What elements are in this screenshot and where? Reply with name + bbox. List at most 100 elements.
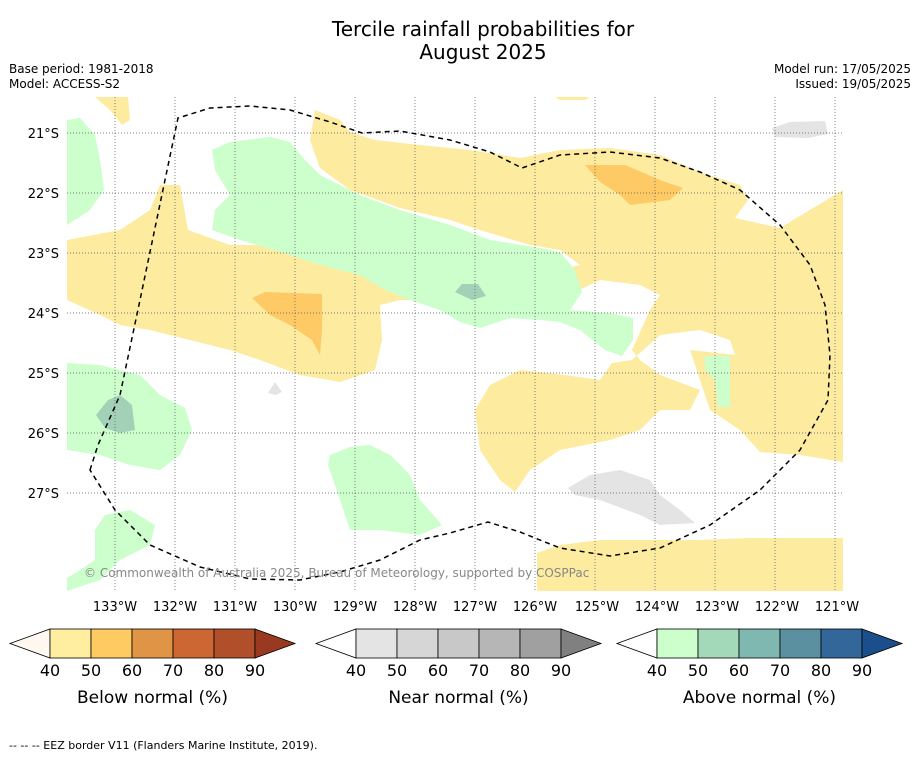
colorbar-tick-label: 60 [122, 661, 142, 680]
lat-label: 27°S [28, 487, 59, 502]
below-normal-50-regions [252, 165, 683, 355]
colorbar-tick-label: 70 [770, 661, 790, 680]
colorbar-tick-label: 40 [40, 661, 60, 680]
colorbar-tick-label: 40 [346, 661, 366, 680]
colorbar-segment [49, 628, 92, 659]
colorbar-segment [213, 628, 256, 659]
colorbar-title: Below normal (%) [77, 688, 228, 708]
colorbar-tick-label: 80 [510, 661, 530, 680]
colorbar-arrow-low [8, 628, 51, 659]
colorbar-segment [738, 628, 781, 659]
colorbar-segment [656, 628, 699, 659]
above-normal-50-regions [96, 284, 486, 433]
colorbar-2: 40 50 60 70 80 90 Above normal (%) [615, 628, 904, 708]
lon-label: 130°W [273, 600, 317, 615]
colorbar-tick-label: 40 [647, 661, 667, 680]
colorbar-segment [131, 628, 174, 659]
copyright-text: © Commonwealth of Australia 2025, Bureau… [84, 566, 589, 580]
colorbar-segment [396, 628, 439, 659]
colorbar-segment [820, 628, 863, 659]
lat-label: 24°S [28, 307, 59, 322]
lat-label: 25°S [28, 367, 59, 382]
below-normal-50-west [252, 292, 322, 355]
above-normal-sw-blob [67, 510, 155, 591]
lat-label: 22°S [28, 187, 59, 202]
above-normal-50-west [96, 395, 135, 433]
above-normal-south-blob [328, 445, 442, 535]
colorbar-segment [172, 628, 215, 659]
model-name: Model: ACCESS-S2 [9, 77, 121, 91]
base-period: Base period: 1981-2018 [9, 62, 154, 76]
eez-border [89, 105, 831, 581]
colorbar-title: Near normal (%) [388, 688, 528, 708]
latitude-labels: 21°S 22°S 23°S 24°S 25°S 26°S 27°S [28, 127, 59, 502]
below-normal-nw-patch [95, 97, 130, 125]
colorbar-tick-label: 90 [852, 661, 872, 680]
colorbar-tick-label: 90 [245, 661, 265, 680]
lon-label: 121°W [815, 600, 859, 615]
colorbar-tick-label: 50 [387, 661, 407, 680]
title-line-1: Tercile rainfall probabilities for [331, 17, 635, 41]
lon-label: 123°W [695, 600, 739, 615]
lon-label: 131°W [213, 600, 257, 615]
below-normal-south-band [537, 538, 843, 591]
above-normal-50-central [455, 284, 486, 300]
below-normal-50-north [585, 165, 683, 205]
lon-label: 127°W [453, 600, 497, 615]
colorbar-tick-label: 80 [811, 661, 831, 680]
colorbar-tick-label: 70 [163, 661, 183, 680]
colorbar-segment [697, 628, 740, 659]
colorbar-segment [355, 628, 398, 659]
colorbar-arrow-high [861, 628, 904, 659]
lat-label: 26°S [28, 427, 59, 442]
colorbar-tick-label: 50 [81, 661, 101, 680]
near-normal-40-regions [268, 121, 828, 525]
longitude-labels: 133°W 132°W 131°W 130°W 129°W 128°W 127°… [93, 600, 859, 615]
colorbar-segment [519, 628, 562, 659]
lon-label: 132°W [153, 600, 197, 615]
colorbar-arrow-low [314, 628, 357, 659]
colorbar-segment [779, 628, 822, 659]
map-area: © Commonwealth of Australia 2025, Bureau… [67, 97, 843, 591]
lon-label: 125°W [575, 600, 619, 615]
colorbar-title: Above normal (%) [683, 688, 836, 708]
lon-label: 133°W [93, 600, 137, 615]
colorbar-arrow-high [254, 628, 297, 659]
lon-label: 126°W [513, 600, 557, 615]
colorbar-segment [90, 628, 133, 659]
colorbar-segment [478, 628, 521, 659]
colorbar-tick-label: 70 [469, 661, 489, 680]
issued-date: Issued: 19/05/2025 [795, 77, 911, 91]
lat-label: 23°S [28, 247, 59, 262]
lon-label: 129°W [333, 600, 377, 615]
metadata-left: Base period: 1981-2018 Model: ACCESS-S2 [9, 62, 154, 92]
colorbars: 40 50 60 70 80 90 Below normal (%) 40 50 60 70 80 90… [8, 628, 904, 708]
lat-label: 21°S [28, 127, 59, 142]
metadata-right: Model run: 17/05/2025 Issued: 19/05/2025 [774, 62, 911, 92]
colorbar-1: 40 50 60 70 80 90 Near normal (%) [314, 628, 603, 708]
lon-label: 124°W [635, 600, 679, 615]
colorbar-tick-label: 60 [729, 661, 749, 680]
colorbar-segment [437, 628, 480, 659]
near-normal-ne-patch [772, 121, 828, 138]
above-normal-central-band [212, 137, 633, 356]
colorbar-arrow-low [615, 628, 658, 659]
above-normal-east-patch [705, 356, 730, 407]
near-normal-south-patch [568, 470, 695, 525]
lon-label: 128°W [393, 600, 437, 615]
colorbar-tick-label: 80 [204, 661, 224, 680]
below-normal-north-patch [555, 97, 590, 100]
eez-footnote: -- -- -- EEZ border V11 (Flanders Marine… [9, 739, 318, 752]
near-normal-small-patch [268, 382, 282, 395]
lon-label: 122°W [755, 600, 799, 615]
colorbar-tick-label: 50 [688, 661, 708, 680]
title-line-2: August 2025 [419, 40, 547, 64]
colorbar-arrow-high [560, 628, 603, 659]
colorbar-tick-label: 60 [428, 661, 448, 680]
above-normal-nw-edge [67, 118, 104, 225]
colorbar-0: 40 50 60 70 80 90 Below normal (%) [8, 628, 297, 708]
map-title: Tercile rainfall probabilities for Augus… [0, 18, 919, 64]
model-run: Model run: 17/05/2025 [773, 62, 911, 76]
colorbar-tick-label: 90 [551, 661, 571, 680]
